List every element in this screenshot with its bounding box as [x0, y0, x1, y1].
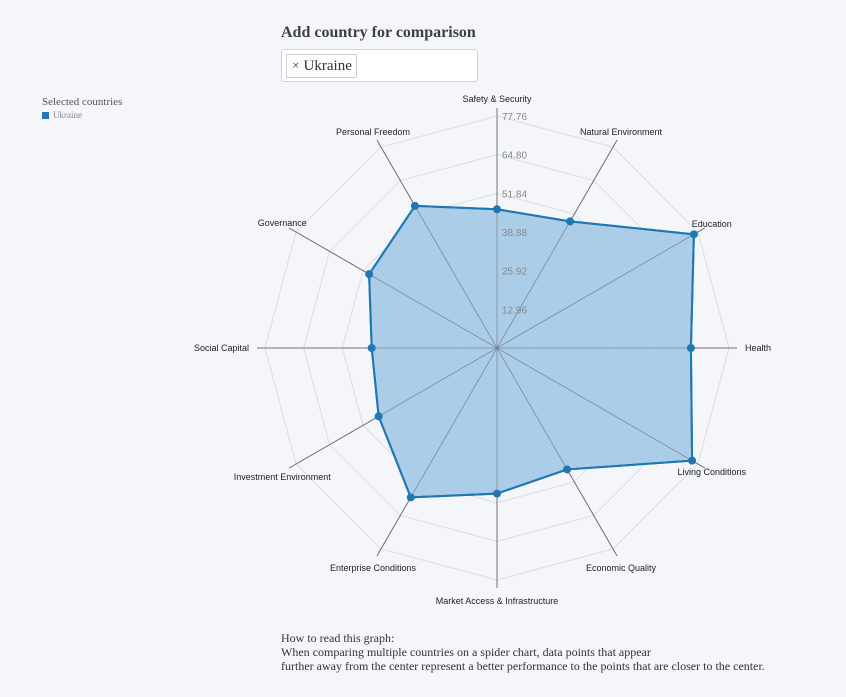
axis-line-overlay — [376, 139, 498, 349]
note-line: further away from the center represent a… — [281, 659, 765, 673]
country-tag-label: Ukraine — [303, 57, 352, 74]
remove-tag-icon[interactable]: × — [292, 61, 300, 71]
data-point — [406, 493, 415, 502]
axis-label: Enterprise Conditions — [330, 563, 417, 573]
page-title: Add country for comparison — [281, 24, 476, 41]
tick-label: 12.96 — [502, 305, 527, 316]
axis-label: Market Access & Infrastructure — [436, 596, 559, 606]
country-select-input[interactable]: × Ukraine — [281, 49, 478, 82]
axis-label: Governance — [258, 218, 307, 228]
axis-label: Living Conditions — [678, 467, 747, 477]
tick-label: 77.76 — [502, 112, 527, 123]
tick-label: 51.84 — [502, 189, 527, 200]
country-tag-ukraine: × Ukraine — [286, 54, 357, 78]
axis-label: Investment Environment — [234, 472, 332, 482]
axis-label: Education — [692, 219, 732, 229]
data-point — [493, 205, 501, 214]
axis-line-overlay — [496, 347, 706, 469]
legend-title: Selected countries — [42, 96, 123, 108]
data-point — [688, 456, 697, 465]
legend-label: Ukraine — [53, 110, 82, 120]
data-point — [563, 465, 572, 474]
axis-line-overlay — [496, 227, 706, 349]
series-area — [368, 204, 695, 499]
axis-line-overlay — [376, 347, 498, 557]
axis-label: Natural Environment — [580, 127, 663, 137]
axis-label: Personal Freedom — [336, 127, 410, 137]
data-point — [689, 230, 698, 239]
note-line: When comparing multiple countries on a s… — [281, 645, 651, 659]
legend-swatch — [42, 111, 49, 119]
axis-line-overlay — [288, 347, 498, 469]
note-heading: How to read this graph: — [281, 631, 395, 645]
spider-chart: 12.96 25.92 38.88 51.84 64.80 77.76 Safety & S… — [194, 94, 771, 606]
data-point — [365, 270, 374, 279]
axis-line-overlay — [288, 227, 498, 349]
legend: Selected countries Ukraine — [42, 96, 122, 120]
data-point — [410, 201, 419, 210]
data-point — [686, 344, 695, 352]
legend-item-ukraine: Ukraine — [42, 110, 122, 120]
tick-label: 38.88 — [502, 228, 527, 239]
axis-label: Economic Quality — [586, 563, 657, 573]
tick-label: 25.92 — [502, 267, 527, 278]
data-point — [367, 344, 376, 352]
axis-label: Health — [745, 343, 771, 353]
data-point — [374, 412, 383, 421]
tick-label: 64.80 — [502, 151, 527, 162]
axis-label: Social Capital — [194, 343, 249, 353]
data-point — [493, 489, 501, 498]
axis-line-overlay — [496, 139, 618, 349]
axis-line-overlay — [496, 347, 618, 557]
axis-label: Safety & Security — [462, 94, 532, 104]
data-point — [566, 217, 575, 226]
how-to-read-note: How to read this graph: When comparing m… — [281, 631, 781, 673]
